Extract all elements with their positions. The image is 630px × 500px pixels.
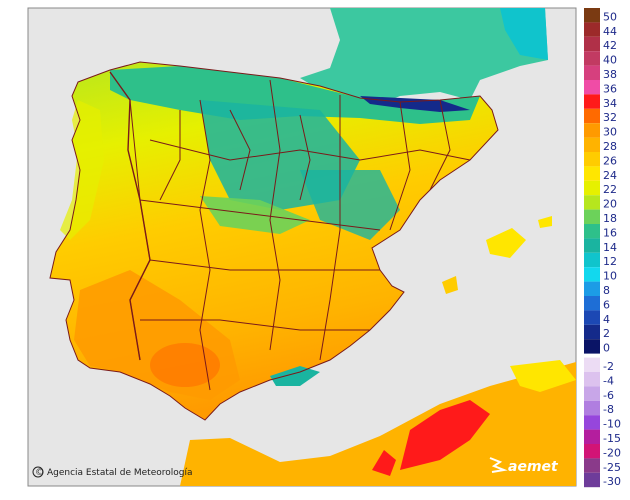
credit-line: © Agencia Estatal de Meteorología [32,466,193,478]
legend-swatch [584,166,600,181]
aemet-logo: aemet [489,457,559,475]
legend-label: 8 [603,284,610,297]
legend-swatch [584,296,600,311]
legend-label: -6 [603,389,614,402]
legend-swatch [584,372,600,387]
legend-label: 22 [603,183,617,196]
legend-swatch [584,195,600,210]
legend-swatch [584,180,600,196]
alps-region [500,8,548,60]
france-landmass [300,8,548,104]
credit-text: Agencia Estatal de Meteorología [47,468,193,478]
legend-label: 28 [603,140,617,153]
portugal-coast-zone [60,100,104,240]
legend-swatch [584,339,600,354]
legend-swatch [584,458,600,473]
legend-label: 34 [603,97,617,110]
legend-label: 40 [603,54,617,67]
copyright-icon [32,466,44,478]
ibiza [442,276,458,294]
legend-label: 4 [603,313,610,326]
legend-swatch [584,137,600,152]
legend-label: 36 [603,82,617,95]
legend-label: 24 [603,169,617,182]
legend-swatch [584,152,600,167]
legend-swatch [584,108,600,124]
legend-label: 0 [603,342,610,355]
legend-swatch [584,224,600,239]
legend-label: 50 [603,10,617,23]
legend-swatch [584,238,600,253]
legend-swatch [584,400,600,416]
africa-cool-zone [510,360,576,392]
legend-label: 30 [603,126,617,139]
legend-swatch [584,209,600,224]
central-system-cool [200,196,310,234]
legend-label: 32 [603,111,617,124]
legend-label: 38 [603,68,617,81]
legend-label: 14 [603,241,617,254]
legend-label: 12 [603,255,617,268]
iberian-system-cool [300,170,400,240]
legend-label: -20 [603,446,621,459]
legend-label: 16 [603,226,617,239]
mallorca [486,228,526,258]
legend-swatch [584,357,600,372]
legend-label: 18 [603,212,617,225]
pyrenees-cold-band [360,96,470,112]
legend-label: -15 [603,432,621,445]
legend-label: -2 [603,360,614,373]
copyright-symbol: © [35,468,44,478]
legend-swatch [584,94,600,109]
north-africa-landmass [180,362,576,486]
legend-swatch [584,8,600,23]
legend-label: 44 [603,25,617,38]
africa-hot-zone-2 [372,450,396,476]
legend-swatch [584,429,600,444]
legend-swatch [584,324,600,340]
legend-swatch [584,472,600,488]
legend-label: 6 [603,298,610,311]
seville-hot-core [150,343,220,387]
legend-swatch [584,310,600,325]
legend-swatch [584,252,600,268]
legend-swatch [584,36,600,52]
legend-swatch [584,80,600,95]
menorca [538,216,552,228]
legend-label: 26 [603,154,617,167]
legend-swatch [584,415,600,430]
sierra-nevada-cool [270,366,320,386]
legend-swatch [584,444,600,459]
legend-swatch [584,386,600,401]
aemet-logo-icon [489,457,508,473]
legend-label: 10 [603,270,617,283]
legend-label: -8 [603,403,614,416]
legend-swatch [584,267,600,282]
map-panel [27,7,577,487]
portugal-border [109,71,151,361]
legend-label: -25 [603,461,621,474]
legend-swatch [584,22,600,37]
legend-swatch [584,123,600,138]
temperature-legend: 5044424038363432302826242220181614121086… [584,8,621,488]
aemet-logo-text: aemet [508,459,559,475]
legend-swatch [584,65,600,80]
legend-label: 42 [603,39,617,52]
legend-swatch [584,51,600,66]
legend-label: 2 [603,327,610,340]
legend-label: -30 [603,475,621,488]
legend-swatch [584,281,600,296]
legend-label: -4 [603,374,614,387]
legend-label: -10 [603,418,621,431]
legend-label: 20 [603,198,617,211]
africa-hot-zone [400,400,490,470]
